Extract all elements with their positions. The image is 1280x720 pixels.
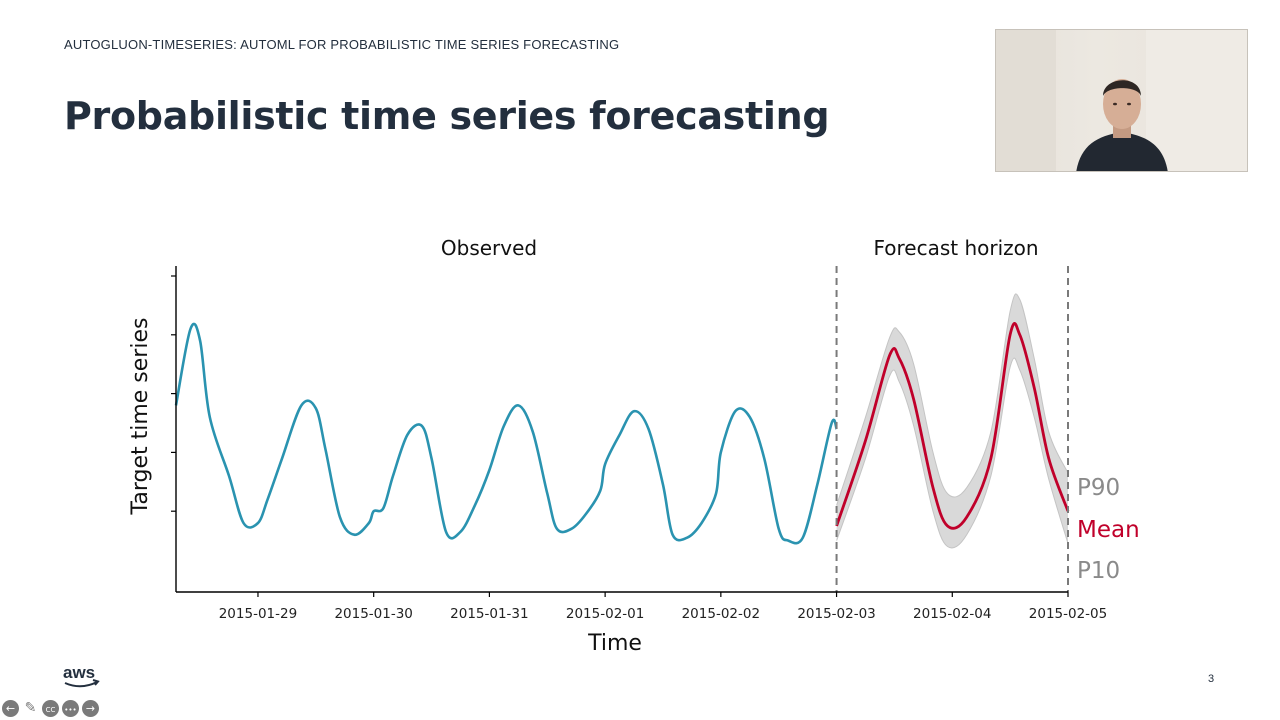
ellipsis-icon: •••: [64, 706, 77, 714]
previous-slide-button[interactable]: ←: [2, 700, 19, 717]
forecast-band: [836, 293, 1068, 548]
pencil-icon: ✎: [24, 700, 37, 716]
slide-title: Probabilistic time series forecasting: [64, 94, 830, 138]
x-tick-label: 2015-01-31: [450, 606, 528, 622]
x-tick-label: 2015-02-03: [797, 606, 875, 622]
slide-header: AUTOGLUON-TIMESERIES: AUTOML FOR PROBABI…: [64, 37, 620, 52]
x-tick-label: 2015-02-04: [913, 606, 991, 622]
series-observed-line: [174, 322, 838, 545]
x-axis-label: Time: [587, 631, 642, 656]
arrow-right-icon: →: [85, 702, 96, 715]
aws-logo: aws: [62, 662, 102, 694]
presenter-image: [996, 30, 1247, 171]
x-tick-label: 2015-02-02: [682, 606, 760, 622]
mean-label: Mean: [1077, 517, 1140, 543]
y-axis-label: Target time series: [128, 318, 153, 516]
series-p10-line: [836, 357, 1069, 549]
p90-label: P90: [1077, 475, 1120, 501]
next-slide-button[interactable]: →: [82, 700, 99, 717]
series-mean-line: [835, 322, 1070, 530]
x-tick-label: 2015-01-30: [334, 606, 412, 622]
presentation-controls: ← ✎ CC ••• →: [2, 700, 99, 717]
captions-button[interactable]: CC: [42, 700, 59, 717]
svg-text:aws: aws: [63, 663, 95, 682]
cc-icon: CC: [45, 706, 56, 714]
page-number: 3: [1208, 673, 1215, 685]
arrow-left-icon: ←: [5, 702, 16, 715]
pen-tool-button[interactable]: ✎: [22, 700, 39, 717]
p10-label: P10: [1077, 558, 1120, 584]
presenter-video: [995, 29, 1248, 172]
more-options-button[interactable]: •••: [62, 700, 79, 717]
x-tick-label: 2015-02-01: [566, 606, 644, 622]
x-tick-label: 2015-01-29: [219, 606, 297, 622]
x-tick-label: 2015-02-05: [1029, 606, 1107, 622]
series-p90-line: [836, 293, 1069, 506]
forecast-region-label: Forecast horizon: [873, 236, 1038, 260]
observed-region-label: Observed: [441, 236, 537, 260]
